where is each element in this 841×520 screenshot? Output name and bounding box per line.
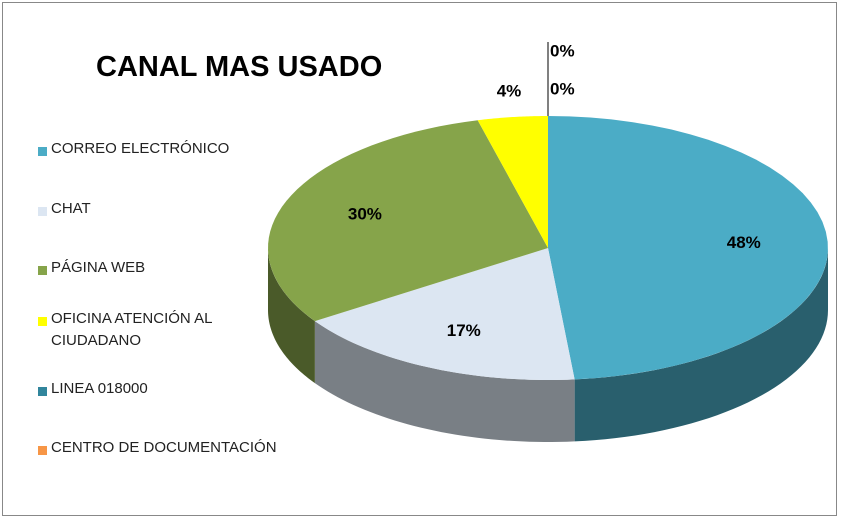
- data-label: 30%: [348, 205, 382, 224]
- legend-item: CORREO ELECTRÓNICO: [38, 140, 278, 160]
- legend-label: CORREO ELECTRÓNICO: [51, 140, 230, 157]
- slice-side: [314, 321, 575, 442]
- legend-swatch: [38, 387, 47, 396]
- legend-swatch: [38, 317, 47, 326]
- legend-item: PÁGINA WEB: [38, 259, 278, 279]
- legend-item: CHAT: [38, 200, 278, 220]
- legend-item: OFICINA ATENCIÓN AL CIUDADANO: [38, 310, 278, 352]
- legend-swatch: [38, 446, 47, 455]
- legend-swatch: [38, 207, 47, 216]
- slice-side: [268, 248, 315, 384]
- data-label: 0%: [550, 79, 575, 98]
- slice: [268, 120, 548, 322]
- labels: 48% 17% 30% 4% 0% 0%: [348, 41, 761, 339]
- legend-label: OFICINA ATENCIÓN AL CIUDADANO: [51, 310, 212, 349]
- slice: [477, 116, 548, 248]
- data-label: 17%: [447, 321, 481, 340]
- chart-title: CANAL MAS USADO: [96, 51, 382, 83]
- data-label: 0%: [550, 41, 575, 60]
- legend-label: CENTRO DE DOCUMENTACIÓN: [51, 439, 277, 456]
- slice-side: [574, 248, 828, 442]
- legend-label: LINEA 018000: [51, 380, 148, 397]
- slice: [314, 248, 575, 380]
- slice: [548, 116, 828, 380]
- legend-label: CHAT: [51, 200, 91, 217]
- legend-item: LINEA 018000: [38, 380, 278, 400]
- legend-swatch: [38, 147, 47, 156]
- data-label: 4%: [497, 81, 522, 100]
- legend-item: CENTRO DE DOCUMENTACIÓN: [38, 439, 278, 459]
- legend-label: PÁGINA WEB: [51, 259, 146, 276]
- data-label: 48%: [727, 233, 761, 252]
- sides: [268, 248, 828, 442]
- legend-swatch: [38, 266, 47, 275]
- tops: [268, 116, 828, 380]
